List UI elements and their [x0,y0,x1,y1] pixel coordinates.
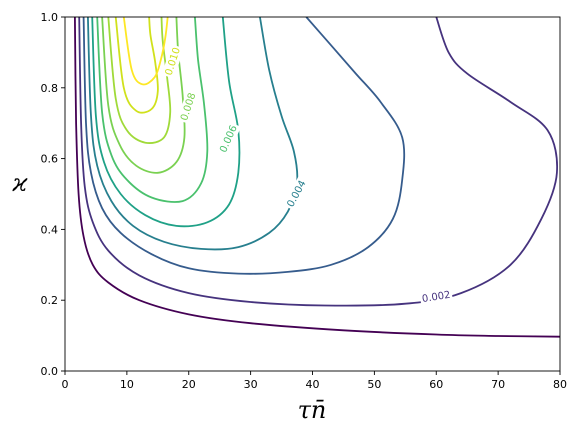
contour-label-background [283,176,310,211]
contour-lines [74,17,560,338]
x-tick-label: 80 [553,378,567,391]
x-tick-label: 30 [244,378,258,391]
y-tick-label: 0.6 [41,153,59,166]
y-tick-label: 0.8 [41,82,59,95]
contour-line-0-01 [122,17,169,86]
contour-line-0-002 [78,17,559,307]
y-axis-label: ϰ [12,169,29,197]
x-tick-label: 60 [429,378,443,391]
contour-label-background [177,89,200,124]
contour-label-background [419,287,454,306]
contour-line-0-009 [114,17,159,114]
contour-line-0-007 [101,17,186,174]
x-axis-label: τn̄ [298,396,327,424]
y-tick-label: 0.4 [41,223,59,236]
x-axis-ticks: 0 10 20 30 40 50 60 70 80 [62,371,567,391]
y-axis-ticks: 0.0 0.2 0.4 0.6 0.8 1.0 [41,11,65,378]
y-tick-label: 0.2 [41,294,59,307]
contour-label-background [216,121,241,157]
contour-label-group: 0.002 [419,287,454,306]
y-tick-label: 1.0 [41,11,59,24]
contour-line-0-008 [107,17,172,144]
contour-label-background [161,44,184,79]
x-tick-label: 10 [120,378,134,391]
x-tick-label: 40 [306,378,320,391]
contour-label: 0.002 [421,290,451,305]
x-tick-label: 20 [182,378,196,391]
contour-line-0-001 [74,17,560,338]
x-tick-label: 70 [491,378,505,391]
contour-line-0-003 [82,17,406,275]
contour-line-0-004 [87,17,299,251]
y-tick-label: 0.0 [41,365,59,378]
x-tick-label: 0 [62,378,69,391]
x-tick-label: 50 [367,378,381,391]
contour-line-0-005 [91,17,241,228]
contour-line-0-006 [96,17,209,203]
